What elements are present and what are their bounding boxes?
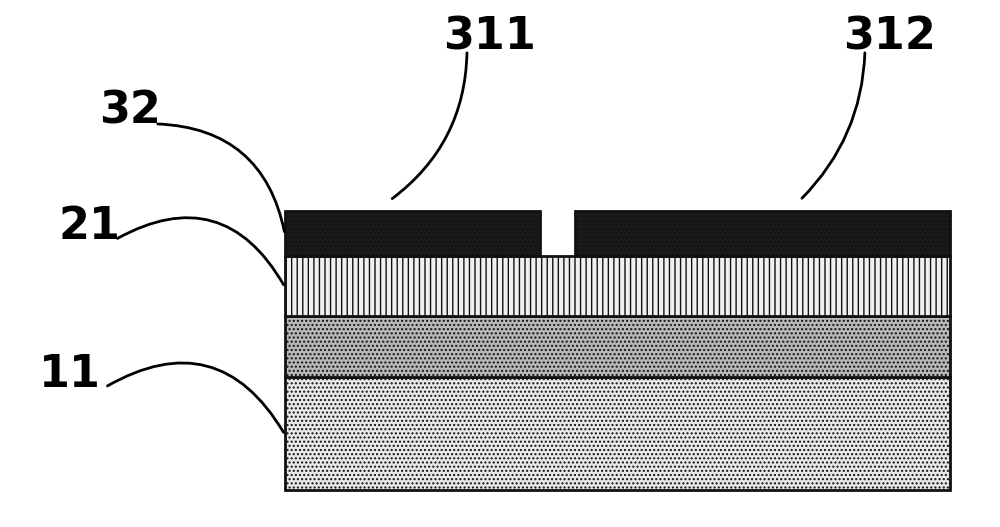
Bar	[285, 256, 950, 316]
Text: 311: 311	[444, 15, 536, 58]
Bar	[285, 211, 540, 256]
Text: 312: 312	[844, 15, 936, 58]
Text: 21: 21	[59, 205, 121, 248]
Text: 11: 11	[39, 353, 101, 396]
Bar	[575, 211, 950, 256]
Bar	[285, 377, 950, 490]
Text: 32: 32	[99, 89, 161, 132]
Bar	[285, 316, 950, 377]
